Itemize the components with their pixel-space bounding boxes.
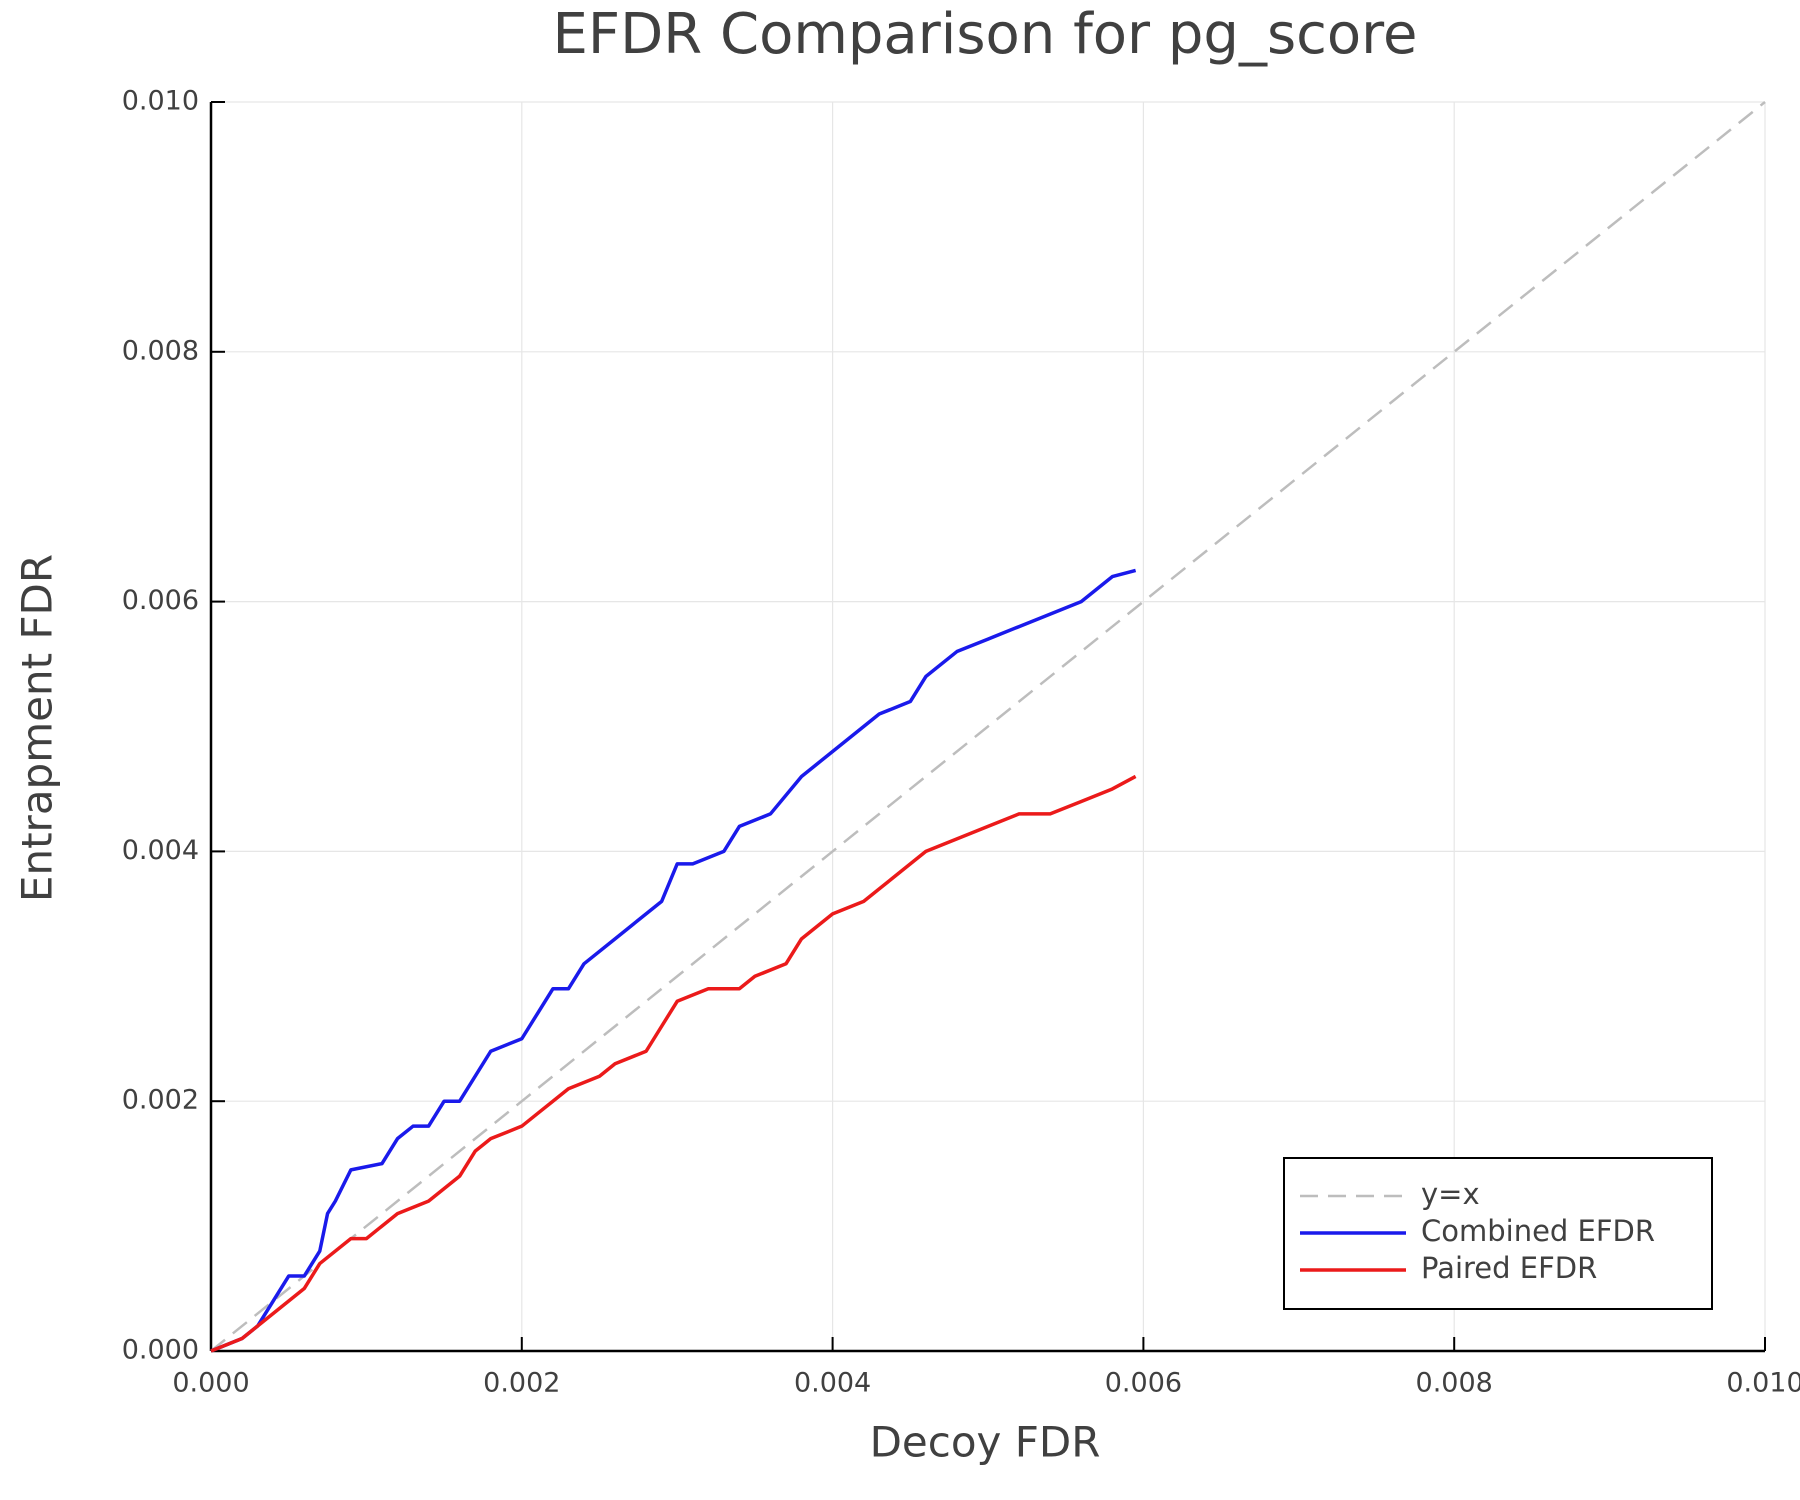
x-tick-label: 0.002 bbox=[483, 1368, 560, 1399]
x-axis-label: Decoy FDR bbox=[870, 1418, 1101, 1467]
y-tick-label: 0.004 bbox=[122, 835, 199, 866]
legend-label: Combined EFDR bbox=[1421, 1214, 1655, 1248]
legend-label: y=x bbox=[1421, 1177, 1480, 1211]
y-tick-label: 0.000 bbox=[122, 1335, 199, 1366]
x-tick-label: 0.000 bbox=[172, 1368, 249, 1399]
y-tick-label: 0.010 bbox=[122, 86, 199, 117]
x-tick-label: 0.006 bbox=[1105, 1368, 1182, 1399]
chart-title: EFDR Comparison for pg_score bbox=[553, 2, 1418, 67]
y-axis-label: Entrapment FDR bbox=[13, 554, 62, 902]
legend-label: Paired EFDR bbox=[1421, 1251, 1597, 1285]
x-tick-label: 0.010 bbox=[1726, 1368, 1800, 1399]
y-tick-label: 0.002 bbox=[122, 1085, 199, 1116]
x-tick-label: 0.008 bbox=[1416, 1368, 1493, 1399]
series-line bbox=[210, 774, 1137, 1353]
series-line bbox=[210, 101, 1766, 1352]
series-line bbox=[210, 568, 1137, 1353]
y-tick-label: 0.006 bbox=[122, 585, 199, 616]
x-tick-label: 0.004 bbox=[794, 1368, 871, 1399]
y-tick-label: 0.008 bbox=[122, 335, 199, 366]
